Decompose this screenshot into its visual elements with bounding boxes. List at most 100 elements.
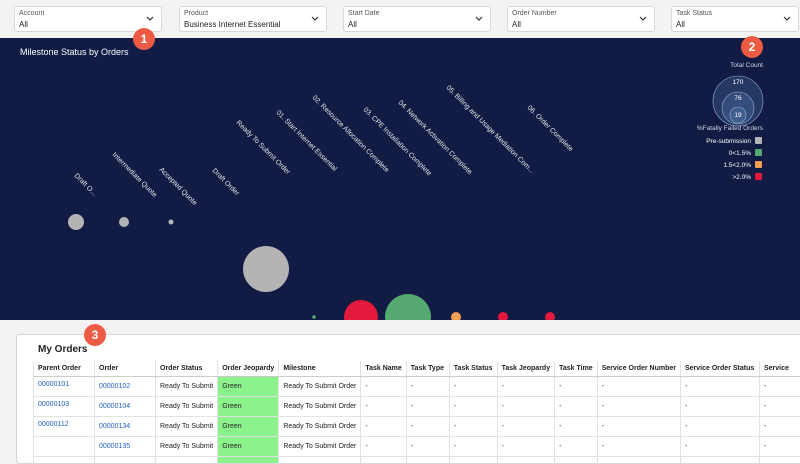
cell-parent[interactable]: 00000101 xyxy=(34,377,95,397)
section-divider xyxy=(0,320,800,334)
filter-value: All xyxy=(512,20,521,29)
cell-jeopardy: Green xyxy=(218,457,279,464)
column-header[interactable]: Service Order Status xyxy=(681,361,760,377)
cell-so-status: - xyxy=(681,457,760,464)
chevron-down-icon xyxy=(782,14,792,24)
order-number-filter[interactable]: Order Number All xyxy=(507,6,655,32)
cell-parent[interactable]: 00000112 xyxy=(34,417,95,437)
cell-order[interactable]: 00000104 xyxy=(95,397,156,417)
category-label: 06. Order Complete xyxy=(526,104,574,152)
cell-service: - xyxy=(760,457,800,464)
size-legend-title: Total Count xyxy=(730,62,763,69)
size-legend-value: 170 xyxy=(733,79,744,86)
cell-task-time: - xyxy=(555,457,598,464)
cell-service: - xyxy=(760,417,800,437)
cell-task-status: - xyxy=(449,437,497,457)
chart-title: Milestone Status by Orders xyxy=(20,47,129,57)
size-legend-value: 76 xyxy=(734,95,742,102)
cell-jeopardy: Green xyxy=(218,417,279,437)
cell-status: Ready To Submit xyxy=(156,457,218,464)
cell-milestone: Ready To Submit Order xyxy=(279,437,361,457)
chevron-down-icon xyxy=(145,14,155,24)
cell-order[interactable]: 00000134 xyxy=(95,417,156,437)
bubble-9 xyxy=(498,312,508,320)
filter-label: Order Number xyxy=(512,10,557,17)
cell-task-time: - xyxy=(555,417,598,437)
cell-task-type: - xyxy=(406,437,449,457)
column-header[interactable]: Order xyxy=(95,361,156,377)
column-header[interactable]: Milestone xyxy=(279,361,361,377)
column-header[interactable]: Service xyxy=(760,361,800,377)
cell-task-time: - xyxy=(555,397,598,417)
filter-label: Start Date xyxy=(348,10,380,17)
cell-milestone: Ready To Submit Order xyxy=(279,417,361,437)
cell-order[interactable]: 00000135 xyxy=(95,437,156,457)
category-label: Accepted Quote xyxy=(158,166,199,207)
category-label: Draft Order xyxy=(211,167,241,197)
column-header[interactable]: Task Type xyxy=(406,361,449,377)
column-header[interactable]: Parent Order xyxy=(34,361,95,377)
size-legend-value: 19 xyxy=(734,112,742,119)
category-label: 04. Network Activation Complete xyxy=(397,99,474,176)
filter-label: Task Status xyxy=(676,10,712,17)
cell-task-status: - xyxy=(449,417,497,437)
filter-label: Product xyxy=(184,10,208,17)
bubble-1 xyxy=(68,214,84,230)
cell-task-name: - xyxy=(361,457,406,464)
cell-milestone: Ready To Submit Order xyxy=(279,457,361,464)
column-header[interactable]: Service Order Number xyxy=(597,361,680,377)
cell-jeopardy: Green xyxy=(218,377,279,397)
cell-so-number: - xyxy=(597,377,680,397)
cell-parent[interactable] xyxy=(34,437,95,457)
cell-service: - xyxy=(760,437,800,457)
cell-task-jeopardy: - xyxy=(497,417,555,437)
cell-so-number: - xyxy=(597,397,680,417)
cell-status: Ready To Submit xyxy=(156,397,218,417)
cell-service: - xyxy=(760,377,800,397)
column-header[interactable]: Order Jeopardy xyxy=(218,361,279,377)
cell-task-type: - xyxy=(406,377,449,397)
cell-task-name: - xyxy=(361,397,406,417)
cell-order[interactable]: 00000102 xyxy=(95,377,156,397)
cell-task-status: - xyxy=(449,397,497,417)
filter-value: All xyxy=(348,20,357,29)
filter-value: Business Internet Essential xyxy=(184,20,281,29)
cell-task-jeopardy: - xyxy=(497,377,555,397)
category-label: Ready To Submit Order xyxy=(235,119,292,176)
start-date-filter[interactable]: Start Date All xyxy=(343,6,491,32)
category-label: Intermediate Quote xyxy=(111,151,158,198)
callout-badge-1: 1 xyxy=(133,28,155,50)
cell-task-name: - xyxy=(361,377,406,397)
cell-so-number: - xyxy=(597,417,680,437)
cell-so-status: - xyxy=(681,397,760,417)
color-legend-swatch xyxy=(755,149,762,156)
task-status-filter[interactable]: Task Status All xyxy=(671,6,799,32)
cell-task-type: - xyxy=(406,397,449,417)
cell-jeopardy: Green xyxy=(218,437,279,457)
cell-parent[interactable]: 00000103 xyxy=(34,397,95,417)
cell-order[interactable]: 00000136 xyxy=(95,457,156,464)
bubble-8 xyxy=(451,312,461,320)
column-header[interactable]: Task Status xyxy=(449,361,497,377)
column-header[interactable]: Task Time xyxy=(555,361,598,377)
category-label: 03. CPE Installation Complete xyxy=(362,106,433,177)
cell-task-status: - xyxy=(449,457,497,464)
cell-task-jeopardy: - xyxy=(497,397,555,417)
cell-so-number: - xyxy=(597,437,680,457)
product-filter[interactable]: Product Business Internet Essential xyxy=(179,6,327,32)
column-header[interactable]: Task Name xyxy=(361,361,406,377)
cell-parent[interactable] xyxy=(34,457,95,464)
column-header[interactable]: Order Status xyxy=(156,361,218,377)
cell-task-jeopardy: - xyxy=(497,457,555,464)
chevron-down-icon xyxy=(310,14,320,24)
cell-task-time: - xyxy=(555,437,598,457)
cell-task-type: - xyxy=(406,457,449,464)
column-header[interactable]: Task Jeopardy xyxy=(497,361,555,377)
